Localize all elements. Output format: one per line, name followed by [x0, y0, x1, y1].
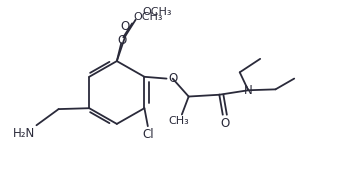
Text: O: O — [121, 20, 130, 33]
Text: H₂N: H₂N — [12, 127, 35, 140]
Text: CH₃: CH₃ — [168, 116, 189, 126]
Text: OCH₃: OCH₃ — [142, 7, 172, 17]
Text: Cl: Cl — [142, 128, 154, 141]
Text: OCH₃: OCH₃ — [134, 12, 163, 22]
Text: O: O — [220, 117, 229, 130]
Text: O: O — [168, 72, 177, 85]
Text: O: O — [117, 34, 127, 47]
Text: N: N — [244, 84, 253, 97]
